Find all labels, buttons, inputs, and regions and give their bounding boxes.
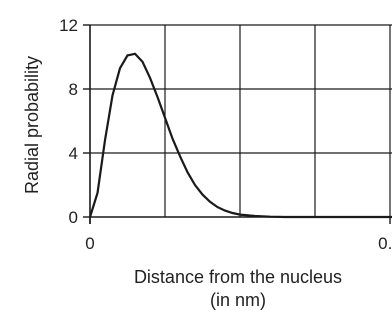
- y-tick-label: 4: [69, 144, 78, 163]
- y-tick-label: 0: [69, 208, 78, 227]
- x-tick-label: 0.4: [378, 234, 392, 253]
- x-axis-label-unit: (in nm): [210, 290, 266, 310]
- x-axis-label: Distance from the nucleus: [134, 267, 342, 287]
- radial-probability-curve: [90, 54, 392, 217]
- y-tick-label: 8: [69, 80, 78, 99]
- y-tick-label: 12: [59, 16, 78, 35]
- x-tick-label: 0: [85, 234, 94, 253]
- y-axis-label: Radial probability: [22, 56, 42, 194]
